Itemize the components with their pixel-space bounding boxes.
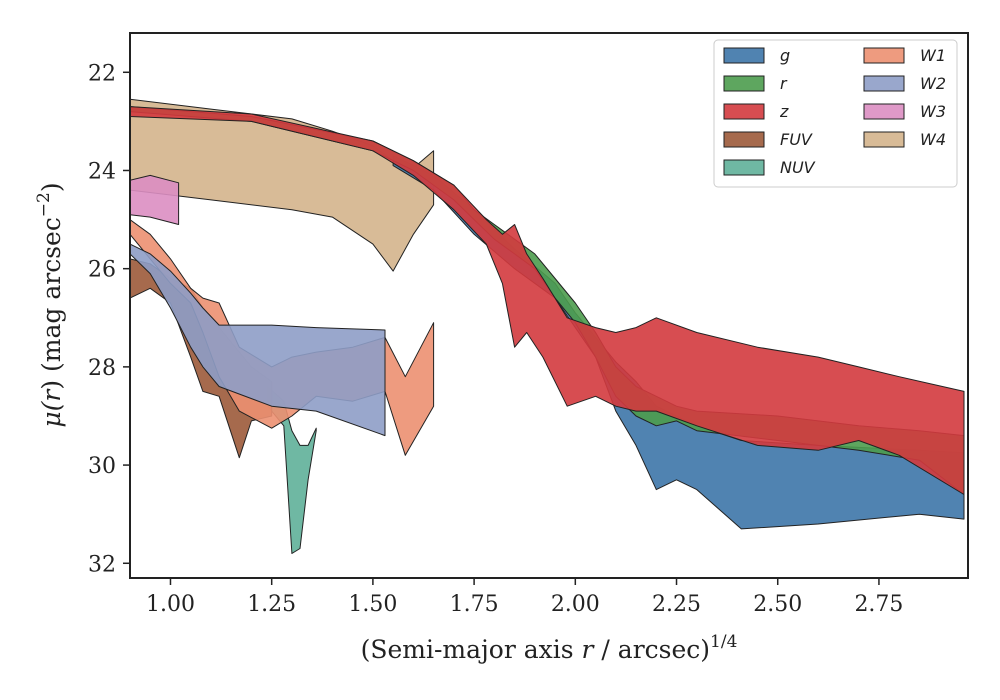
legend-swatch-z	[723, 103, 765, 120]
band-nuv	[267, 386, 317, 554]
x-tick-label: 2.00	[551, 592, 600, 617]
legend-label-nuv: NUV	[780, 158, 816, 177]
profile-bands	[130, 98, 965, 554]
plot-frame	[129, 32, 969, 579]
band-w2	[130, 243, 386, 437]
x-tick-label: 1.00	[146, 592, 195, 617]
legend-label-g: g	[780, 46, 790, 65]
band-z	[130, 106, 965, 495]
x-tick-label: 2.75	[854, 592, 903, 617]
legend-label-r: r	[780, 74, 788, 93]
legend-swatch-w1	[863, 47, 905, 64]
x-tick-label: 1.50	[348, 592, 397, 617]
band-w3	[130, 174, 180, 225]
x-tick-label: 1.75	[450, 592, 499, 617]
x-axis: 1.00 1.25 1.50 1.75 2.00 2.25 2.50 2.75	[146, 578, 903, 617]
legend-label-w3: W3	[920, 102, 946, 121]
y-axis: 22 24 26 28 30 32	[88, 61, 130, 577]
legend-swatch-nuv	[723, 159, 765, 176]
legend: grz FUV NUV W1 W2 W3 W4	[713, 39, 958, 188]
y-tick-label: 22	[88, 61, 116, 86]
legend-label-fuv: FUV	[780, 130, 813, 149]
y-tick-label: 26	[88, 258, 116, 283]
y-axis-label: μ(r) (mag arcsec−2)	[34, 182, 66, 427]
x-axis-label: (Semi-major axis r / arcsec)1/4	[361, 632, 738, 664]
legend-label-z: z	[779, 102, 789, 121]
legend-swatch-w4	[863, 131, 905, 148]
legend-swatch-r	[723, 75, 765, 92]
legend-swatch-w3	[863, 103, 905, 120]
legend-label-w2: W2	[920, 74, 946, 93]
y-tick-label: 30	[88, 454, 116, 479]
legend-swatch-fuv	[723, 131, 765, 148]
legend-label-w1: W1	[920, 46, 946, 65]
y-tick-label: 24	[88, 159, 116, 184]
legend-swatch-w2	[863, 75, 905, 92]
legend-label-w4: W4	[920, 130, 946, 149]
x-tick-label: 2.25	[652, 592, 701, 617]
legend-swatch-g	[723, 47, 765, 64]
x-tick-label: 2.50	[753, 592, 802, 617]
y-tick-label: 28	[88, 356, 116, 381]
y-tick-label: 32	[88, 552, 116, 577]
x-tick-label: 1.25	[247, 592, 296, 617]
